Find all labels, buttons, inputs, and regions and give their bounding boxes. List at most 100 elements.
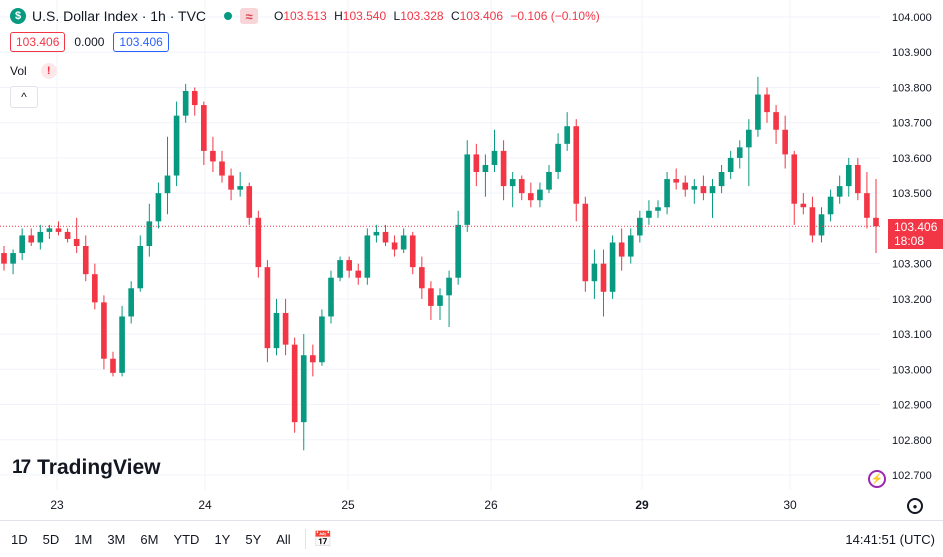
buy-button[interactable]: 103.406	[113, 32, 169, 52]
candle-up	[718, 172, 725, 187]
candle-up	[237, 186, 243, 190]
candle-up	[455, 224, 461, 278]
close-label: C	[450, 9, 460, 23]
tradingview-logo[interactable]: 17 TradingView	[12, 456, 160, 480]
candle-down	[382, 231, 389, 243]
timeframe-5d[interactable]: 5D	[42, 531, 60, 547]
warning-icon[interactable]: !	[40, 63, 57, 79]
time-axis[interactable]: 23 24 25 26 29 30	[50, 498, 797, 512]
candle-up	[437, 295, 443, 306]
candle-up	[164, 175, 171, 194]
candle-up	[727, 157, 734, 173]
collapse-legend-button[interactable]: ^	[10, 86, 38, 108]
settings-gear-icon[interactable]: ●	[907, 498, 923, 514]
price-axis[interactable]: 104.000 103.900 103.800 103.700 103.600 103.5…	[892, 12, 932, 482]
market-open-icon[interactable]	[224, 12, 233, 20]
timeframe-1d[interactable]: 1D	[11, 531, 28, 547]
candle-up	[646, 210, 652, 218]
timeframe-all[interactable]: All	[276, 531, 291, 547]
price-tick-label: 103.200	[892, 294, 932, 306]
candle-up	[564, 126, 570, 144]
price-tick-label: 103.600	[892, 153, 932, 165]
candle-down	[518, 179, 525, 194]
candle-up	[182, 90, 189, 116]
change-value: −0.106 (−0.10%)	[510, 9, 600, 23]
candle-up	[19, 235, 25, 254]
candle-up	[328, 277, 334, 317]
lightning-icon[interactable]: ⚡	[868, 470, 886, 488]
candle-down	[500, 150, 507, 187]
candle-down	[582, 203, 589, 282]
timeframe-5y[interactable]: 5Y	[245, 531, 262, 547]
bar-countdown: 18:08	[894, 234, 925, 248]
time-tick-label: 23	[50, 498, 64, 512]
candle-down	[864, 193, 870, 218]
candle-up	[546, 172, 552, 190]
chart-header: $ U.S. Dollar Index · 1h · TVC ≈ O103.51…	[10, 6, 604, 26]
candle-up	[146, 221, 153, 246]
chevron-up-icon: ^	[21, 90, 27, 104]
timeframe-6m[interactable]: 6M	[140, 531, 159, 547]
price-chart[interactable]: 104.000 103.900 103.800 103.700 103.600 103.5…	[0, 0, 943, 520]
tradingview-logo-icon: 17	[12, 457, 31, 478]
candle-up	[155, 193, 162, 222]
time-tick-label: 26	[484, 498, 498, 512]
timeframe-ytd[interactable]: YTD	[173, 531, 200, 547]
candle-up	[300, 355, 307, 423]
candle-up	[128, 288, 134, 317]
candle-up	[37, 231, 44, 243]
candle-up	[746, 129, 752, 148]
candle-down	[773, 112, 779, 130]
price-tick-label: 102.700	[892, 470, 932, 482]
price-tick-label: 103.700	[892, 118, 932, 130]
candle-up	[319, 316, 325, 363]
candle-up	[337, 260, 343, 278]
calendar-range-icon[interactable]: 📅	[313, 531, 333, 548]
candle-up	[736, 147, 743, 158]
ohlc-values: O103.513 H103.540 L103.328 C103.406 −0.1…	[274, 9, 604, 23]
timeframe-1m[interactable]: 1M	[74, 531, 93, 547]
candle-down	[618, 242, 625, 257]
candle-down	[409, 235, 416, 268]
time-tick-label: 30	[783, 498, 797, 512]
timeframe-3m[interactable]: 3M	[107, 531, 126, 547]
candle-up	[555, 143, 561, 173]
candle-up	[836, 186, 843, 197]
candle-down	[291, 344, 298, 423]
candle-down	[791, 154, 798, 204]
candle-down	[82, 246, 89, 275]
candle-down	[110, 358, 116, 373]
symbol-title[interactable]: U.S. Dollar Index · 1h · TVC	[32, 8, 207, 24]
candle-down	[391, 242, 398, 250]
timeframe-1y[interactable]: 1Y	[214, 531, 231, 547]
toolbar-divider	[304, 529, 306, 549]
candle-up	[137, 246, 144, 289]
candle-down	[682, 182, 689, 190]
candle-up	[609, 242, 616, 292]
candle-up	[655, 207, 661, 211]
candle-up	[591, 263, 598, 282]
candle-down	[419, 267, 425, 289]
candles	[1, 76, 879, 451]
volume-legend[interactable]: Vol !	[10, 63, 57, 79]
timezone-clock[interactable]: 14:41:51 (UTC)	[845, 531, 935, 547]
volume-label: Vol	[10, 64, 27, 78]
candle-down	[764, 94, 770, 113]
candle-up	[509, 179, 516, 187]
timeframe-buttons: 1D 5D 1M 3M 6M YTD 1Y 5Y All	[0, 530, 295, 549]
candle-up	[709, 186, 716, 194]
sell-button[interactable]: 103.406	[10, 32, 66, 52]
candle-down	[282, 312, 289, 345]
candle-up	[627, 235, 634, 257]
open-value: 103.513	[283, 9, 327, 23]
price-tick-label: 103.300	[892, 259, 932, 271]
candle-up	[845, 164, 852, 187]
candle-down	[246, 186, 253, 218]
dollar-symbol-icon[interactable]: $	[10, 8, 26, 24]
candle-up	[818, 214, 825, 236]
price-tick-label: 103.800	[892, 82, 932, 94]
delayed-data-icon[interactable]: ≈	[240, 8, 259, 24]
candle-up	[446, 277, 452, 296]
market-status[interactable]: ≈	[216, 8, 259, 24]
candle-down	[1, 253, 7, 264]
